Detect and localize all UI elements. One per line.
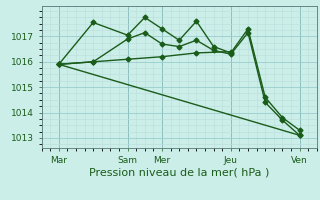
X-axis label: Pression niveau de la mer( hPa ): Pression niveau de la mer( hPa ) [89, 167, 269, 177]
